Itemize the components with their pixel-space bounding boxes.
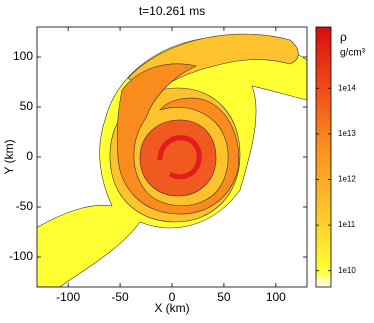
colorbar	[315, 26, 332, 288]
colorbar-label: ρ	[340, 30, 347, 44]
y-tick-label: 0	[26, 149, 33, 163]
colorbar-tick-label: 1e10	[338, 266, 356, 275]
x-tick-label: 100	[266, 290, 286, 304]
colorbar-tick-label: 1e11	[338, 220, 356, 229]
x-axis-label: X (km)	[154, 301, 189, 315]
y-tick-label: -50	[16, 199, 34, 213]
colorbar-tick-label: 1e12	[338, 175, 356, 184]
colorbar-tick-label: 1e13	[338, 129, 356, 138]
colorbar-units: g/cm³	[340, 48, 366, 59]
x-tick-label: -100	[56, 290, 80, 304]
y-tick-label: 50	[20, 99, 34, 113]
chart-title: t=10.261 ms	[139, 4, 205, 18]
x-tick-label: -50	[111, 290, 129, 304]
x-tick-label: 50	[217, 290, 231, 304]
colorbar-tick-label: 1e14	[338, 83, 356, 92]
y-tick-label: 100	[13, 49, 33, 63]
y-tick-label: -100	[9, 249, 33, 263]
density-contours	[37, 33, 307, 287]
x-tick-label: 0	[169, 290, 176, 304]
y-axis-label: Y (km)	[2, 139, 16, 174]
